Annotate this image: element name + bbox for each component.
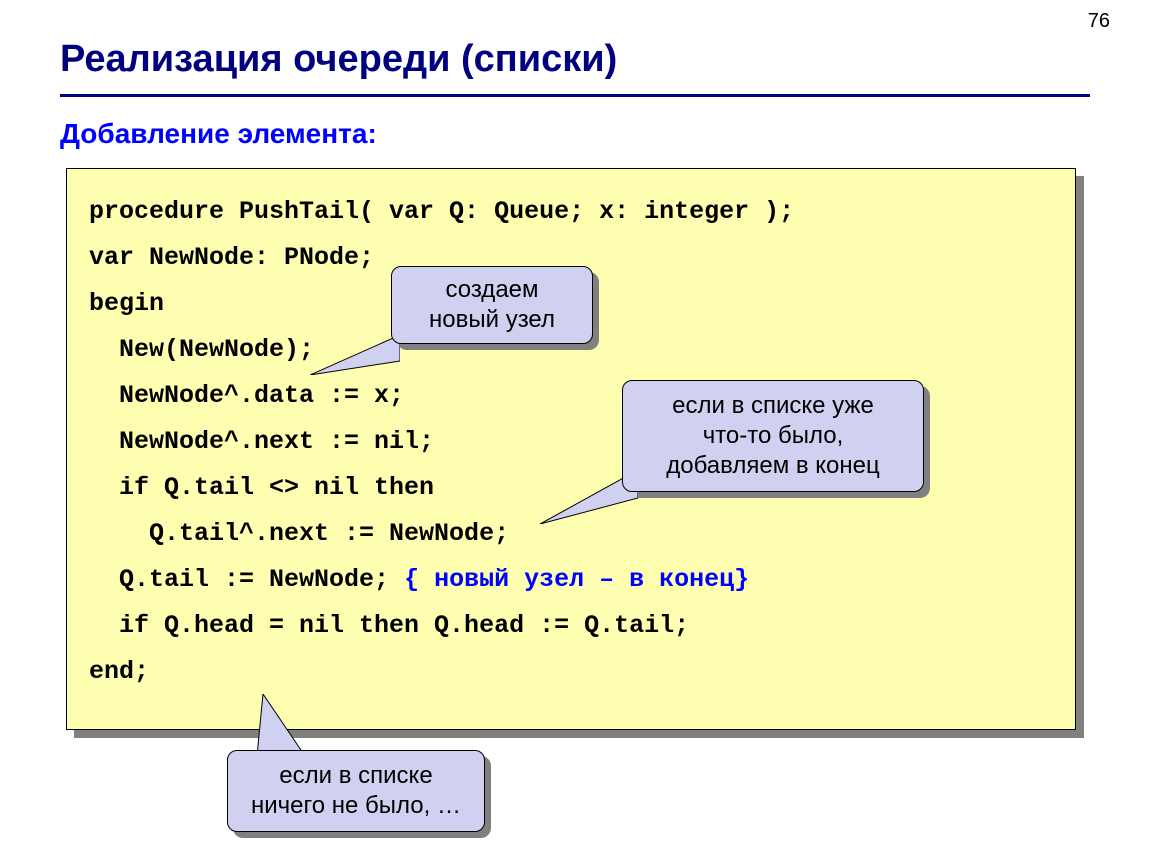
callout-create-node: создаем новый узел bbox=[391, 266, 593, 344]
page-number: 76 bbox=[1088, 10, 1110, 33]
code-line: if Q.head = nil then Q.head := Q.tail; bbox=[89, 611, 689, 640]
code-comment: { новый узел – в конец} bbox=[404, 565, 749, 594]
callout-pointer-icon bbox=[310, 335, 400, 375]
callout-append-end: если в списке уже что-то было, добавляем… bbox=[622, 380, 924, 492]
code-line: var NewNode: PNode; bbox=[89, 243, 374, 272]
title-divider bbox=[60, 94, 1090, 97]
callout-empty-list: если в списке ничего не было, … bbox=[227, 750, 485, 832]
slide-title: Реализация очереди (списки) bbox=[60, 38, 617, 81]
callout-pointer-icon bbox=[257, 694, 305, 756]
code-line: begin bbox=[89, 289, 164, 318]
code-line: Q.tail^.next := NewNode; bbox=[89, 519, 509, 548]
code-line: Q.tail := NewNode; bbox=[89, 565, 404, 594]
code-line: procedure PushTail( var Q: Queue; x: int… bbox=[89, 197, 794, 226]
section-subtitle: Добавление элемента: bbox=[60, 118, 377, 150]
code-line: end; bbox=[89, 657, 149, 686]
code-line: if Q.tail <> nil then bbox=[89, 473, 434, 502]
code-line: NewNode^.data := x; bbox=[89, 381, 404, 410]
code-line: NewNode^.next := nil; bbox=[89, 427, 434, 456]
code-line: New(NewNode); bbox=[89, 335, 314, 364]
